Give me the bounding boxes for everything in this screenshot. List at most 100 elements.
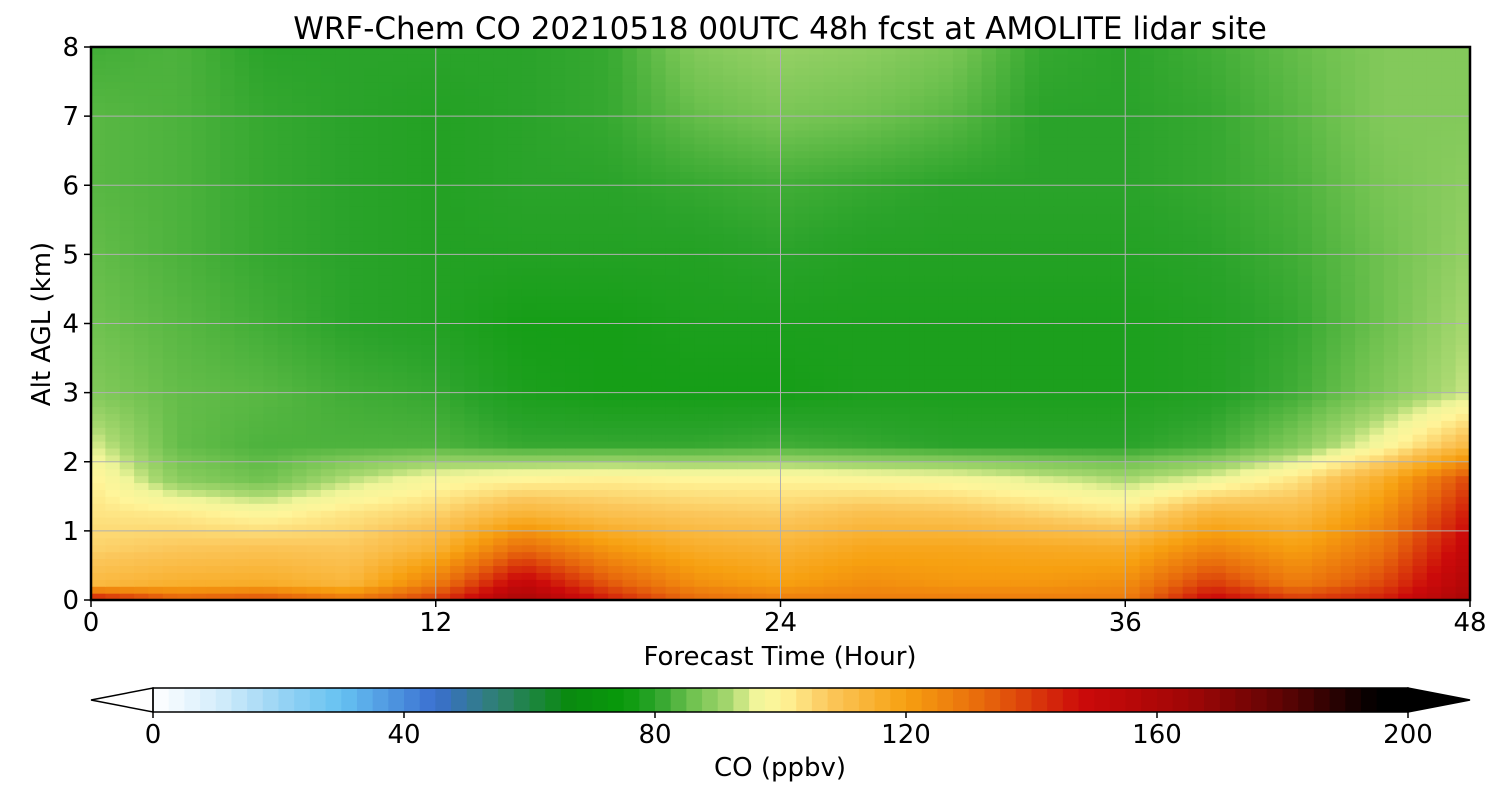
heatmap-cell <box>320 358 336 366</box>
heatmap-cell <box>320 302 336 311</box>
heatmap-cell <box>651 282 667 290</box>
heatmap-cell <box>1355 275 1371 283</box>
heatmap-cell <box>507 399 523 408</box>
heatmap-cell <box>1326 302 1342 311</box>
heatmap-cell <box>1096 254 1112 262</box>
heatmap-cell <box>392 544 408 553</box>
heatmap-cell <box>1455 447 1470 456</box>
heatmap-cell <box>579 447 595 456</box>
heatmap-cell <box>1211 496 1227 504</box>
heatmap-cell <box>1153 240 1169 249</box>
heatmap-cell <box>608 579 624 587</box>
heatmap-cell <box>320 399 336 408</box>
heatmap-cell <box>450 593 466 600</box>
heatmap-cell <box>780 282 796 290</box>
heatmap-cell <box>277 309 293 318</box>
heatmap-cell <box>1225 454 1241 463</box>
heatmap-cell <box>1426 447 1442 456</box>
heatmap-cell <box>981 579 997 587</box>
heatmap-cell <box>1340 558 1356 567</box>
heatmap-cell <box>636 302 652 311</box>
heatmap-cell <box>651 344 667 352</box>
heatmap-cell <box>622 454 638 463</box>
heatmap-cell <box>1340 323 1356 332</box>
heatmap-cell <box>1168 371 1184 380</box>
heatmap-cell <box>1326 544 1342 553</box>
heatmap-cell <box>1067 309 1083 318</box>
heatmap-cell <box>1053 295 1069 304</box>
heatmap-cell <box>1096 364 1112 373</box>
heatmap-cell <box>1426 378 1442 387</box>
heatmap-cell <box>837 351 853 359</box>
heatmap-cell <box>1268 371 1284 380</box>
heatmap-cell <box>277 247 293 255</box>
heatmap-cell <box>881 447 897 456</box>
heatmap-cell <box>1082 399 1098 408</box>
heatmap-cell <box>1355 316 1371 325</box>
heatmap-cell <box>565 378 580 387</box>
heatmap-cell <box>694 447 710 456</box>
heatmap-cell <box>852 302 868 311</box>
heatmap-cell <box>1096 434 1112 442</box>
heatmap-cell <box>579 268 595 276</box>
heatmap-cell <box>1110 454 1126 463</box>
heatmap-cell <box>1326 399 1342 408</box>
heatmap-cell <box>723 510 738 518</box>
heatmap-cell <box>134 482 150 490</box>
heatmap-cell <box>1197 302 1213 311</box>
heatmap-cell <box>91 461 106 470</box>
heatmap-cell <box>909 282 925 290</box>
heatmap-cell <box>493 316 509 325</box>
heatmap-cell <box>1355 392 1371 401</box>
heatmap-cell <box>579 261 595 269</box>
heatmap-cell <box>507 454 523 463</box>
heatmap-cell <box>995 565 1011 573</box>
heatmap-cell <box>967 247 983 255</box>
heatmap-cell <box>909 427 925 435</box>
heatmap-cell <box>277 475 293 484</box>
heatmap-cell <box>1297 392 1313 401</box>
heatmap-cell <box>363 371 379 380</box>
heatmap-cell <box>1096 475 1112 484</box>
heatmap-cell <box>464 544 480 553</box>
heatmap-cell <box>1268 337 1284 345</box>
heatmap-cell <box>1369 537 1385 546</box>
heatmap-cell <box>809 364 825 373</box>
heatmap-cell <box>349 392 365 401</box>
heatmap-cell <box>909 468 925 477</box>
heatmap-cell <box>148 523 164 532</box>
heatmap-cell <box>866 392 882 401</box>
heatmap-cell <box>363 579 379 587</box>
heatmap-cell <box>981 565 997 573</box>
heatmap-cell <box>119 441 135 449</box>
heatmap-cell <box>320 268 336 276</box>
heatmap-cell <box>234 441 250 449</box>
heatmap-cell <box>866 385 882 394</box>
heatmap-cell <box>521 530 537 539</box>
heatmap-cell <box>1168 337 1184 345</box>
heatmap-cell <box>1297 358 1313 366</box>
heatmap-cell <box>1125 406 1141 414</box>
heatmap-cell <box>608 282 624 290</box>
heatmap-cell <box>967 399 983 408</box>
heatmap-cell <box>91 358 106 366</box>
heatmap-cell <box>780 385 796 394</box>
heatmap-cell <box>277 517 293 525</box>
heatmap-cell <box>766 254 782 262</box>
heatmap-cell <box>1010 337 1026 345</box>
heatmap-cell <box>995 254 1011 262</box>
heatmap-cell <box>1426 344 1442 352</box>
heatmap-cell <box>407 254 422 262</box>
heatmap-cell <box>249 344 264 352</box>
heatmap-cell <box>1010 544 1026 553</box>
heatmap-cell <box>263 468 279 477</box>
heatmap-cell <box>1153 358 1169 366</box>
heatmap-cell <box>1182 517 1198 525</box>
heatmap-cell <box>1441 247 1457 255</box>
heatmap-cell <box>1326 323 1342 332</box>
heatmap-cell <box>938 489 954 497</box>
heatmap-cell <box>234 475 250 484</box>
heatmap-cell <box>794 254 810 262</box>
heatmap-cell <box>177 399 193 408</box>
heatmap-cell <box>593 344 609 352</box>
